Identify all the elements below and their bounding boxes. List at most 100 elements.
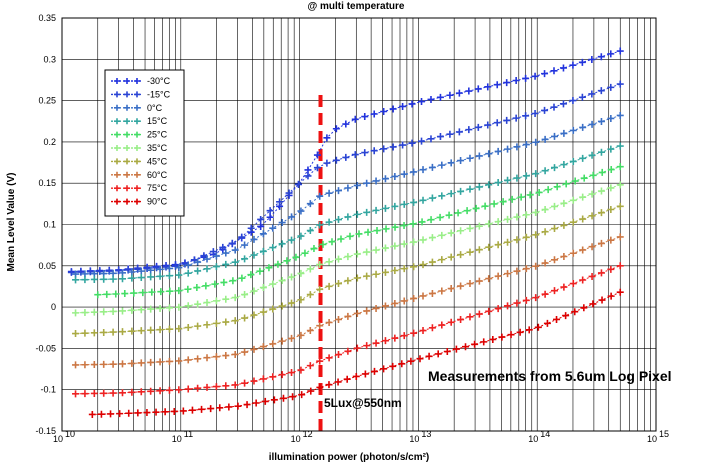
data-point <box>225 403 233 411</box>
legend-label: 45°C <box>147 156 168 166</box>
data-point <box>343 375 351 383</box>
data-point <box>504 145 512 153</box>
data-point <box>231 246 239 254</box>
data-point <box>175 264 183 272</box>
data-point <box>137 359 145 367</box>
data-point <box>109 328 117 336</box>
data-point <box>465 87 473 95</box>
data-point <box>269 224 277 232</box>
data-point <box>166 287 174 295</box>
data-point <box>81 329 89 337</box>
data-point <box>279 394 287 402</box>
data-point <box>466 224 474 232</box>
data-point <box>372 339 380 347</box>
data-point <box>334 378 342 386</box>
legend-label: 75°C <box>147 183 168 193</box>
data-point <box>67 268 75 276</box>
data-point <box>310 245 318 253</box>
data-point <box>139 289 147 297</box>
legend-marker <box>124 171 130 178</box>
data-point <box>257 215 265 223</box>
data-point <box>274 260 282 268</box>
data-point <box>550 132 558 140</box>
data-point <box>222 260 230 268</box>
data-point <box>494 147 502 155</box>
data-point <box>408 100 416 108</box>
data-point <box>175 287 183 295</box>
data-point <box>288 369 296 377</box>
data-point <box>219 243 227 251</box>
legend-marker <box>134 131 140 138</box>
data-point <box>165 325 173 333</box>
data-point <box>222 295 230 303</box>
data-point <box>137 306 145 314</box>
data-point <box>391 266 399 274</box>
data-point <box>231 317 239 325</box>
data-point <box>344 253 352 261</box>
data-point <box>400 200 408 208</box>
data-point <box>328 238 336 246</box>
data-point <box>550 103 558 111</box>
data-point <box>588 90 596 98</box>
data-point <box>269 244 277 252</box>
data-point <box>325 282 333 290</box>
data-point <box>325 218 333 226</box>
reference-line-label: 5Lux@550nm <box>324 396 402 410</box>
data-point <box>579 193 587 201</box>
data-point <box>147 266 155 274</box>
data-point <box>474 123 482 131</box>
data-point <box>400 297 408 305</box>
data-point <box>466 185 474 193</box>
data-point <box>607 145 615 153</box>
data-point <box>373 227 381 235</box>
data-point <box>446 91 454 99</box>
data-point <box>278 219 286 227</box>
data-point <box>550 164 558 172</box>
data-point <box>457 316 465 324</box>
data-point <box>222 352 230 360</box>
data-point <box>389 362 397 370</box>
data-point <box>194 355 202 363</box>
data-point <box>513 213 521 221</box>
data-point <box>203 354 211 362</box>
data-point <box>489 335 497 343</box>
data-point <box>194 258 202 266</box>
data-point <box>306 265 314 273</box>
data-point <box>265 264 273 272</box>
data-point <box>316 357 324 365</box>
data-point <box>250 235 258 243</box>
legend-item: 0°C <box>111 103 163 113</box>
data-point <box>452 345 460 353</box>
data-point <box>298 391 306 399</box>
data-point <box>370 110 378 118</box>
data-point <box>517 193 525 201</box>
data-point <box>100 360 108 368</box>
data-point <box>212 297 220 305</box>
data-point <box>118 269 126 277</box>
data-point <box>344 184 352 192</box>
x-tick-exponent: 10 <box>65 429 75 439</box>
data-point <box>222 382 230 390</box>
data-point <box>389 143 397 151</box>
data-point <box>88 410 96 418</box>
data-point <box>504 238 512 246</box>
data-point <box>525 326 533 334</box>
data-point <box>128 274 136 282</box>
data-point <box>313 164 321 172</box>
series-90°C <box>88 288 624 418</box>
data-point <box>389 105 397 113</box>
data-point <box>194 322 202 330</box>
data-point <box>90 329 98 337</box>
data-point <box>493 119 501 127</box>
data-point <box>241 291 249 299</box>
data-point <box>175 357 183 365</box>
data-point <box>418 137 426 145</box>
data-point <box>257 222 265 230</box>
legend-marker <box>124 158 130 165</box>
data-point <box>616 202 624 210</box>
data-point <box>156 358 164 366</box>
data-point <box>436 213 444 221</box>
data-point <box>466 248 474 256</box>
data-point <box>266 213 274 221</box>
data-point <box>259 230 267 238</box>
